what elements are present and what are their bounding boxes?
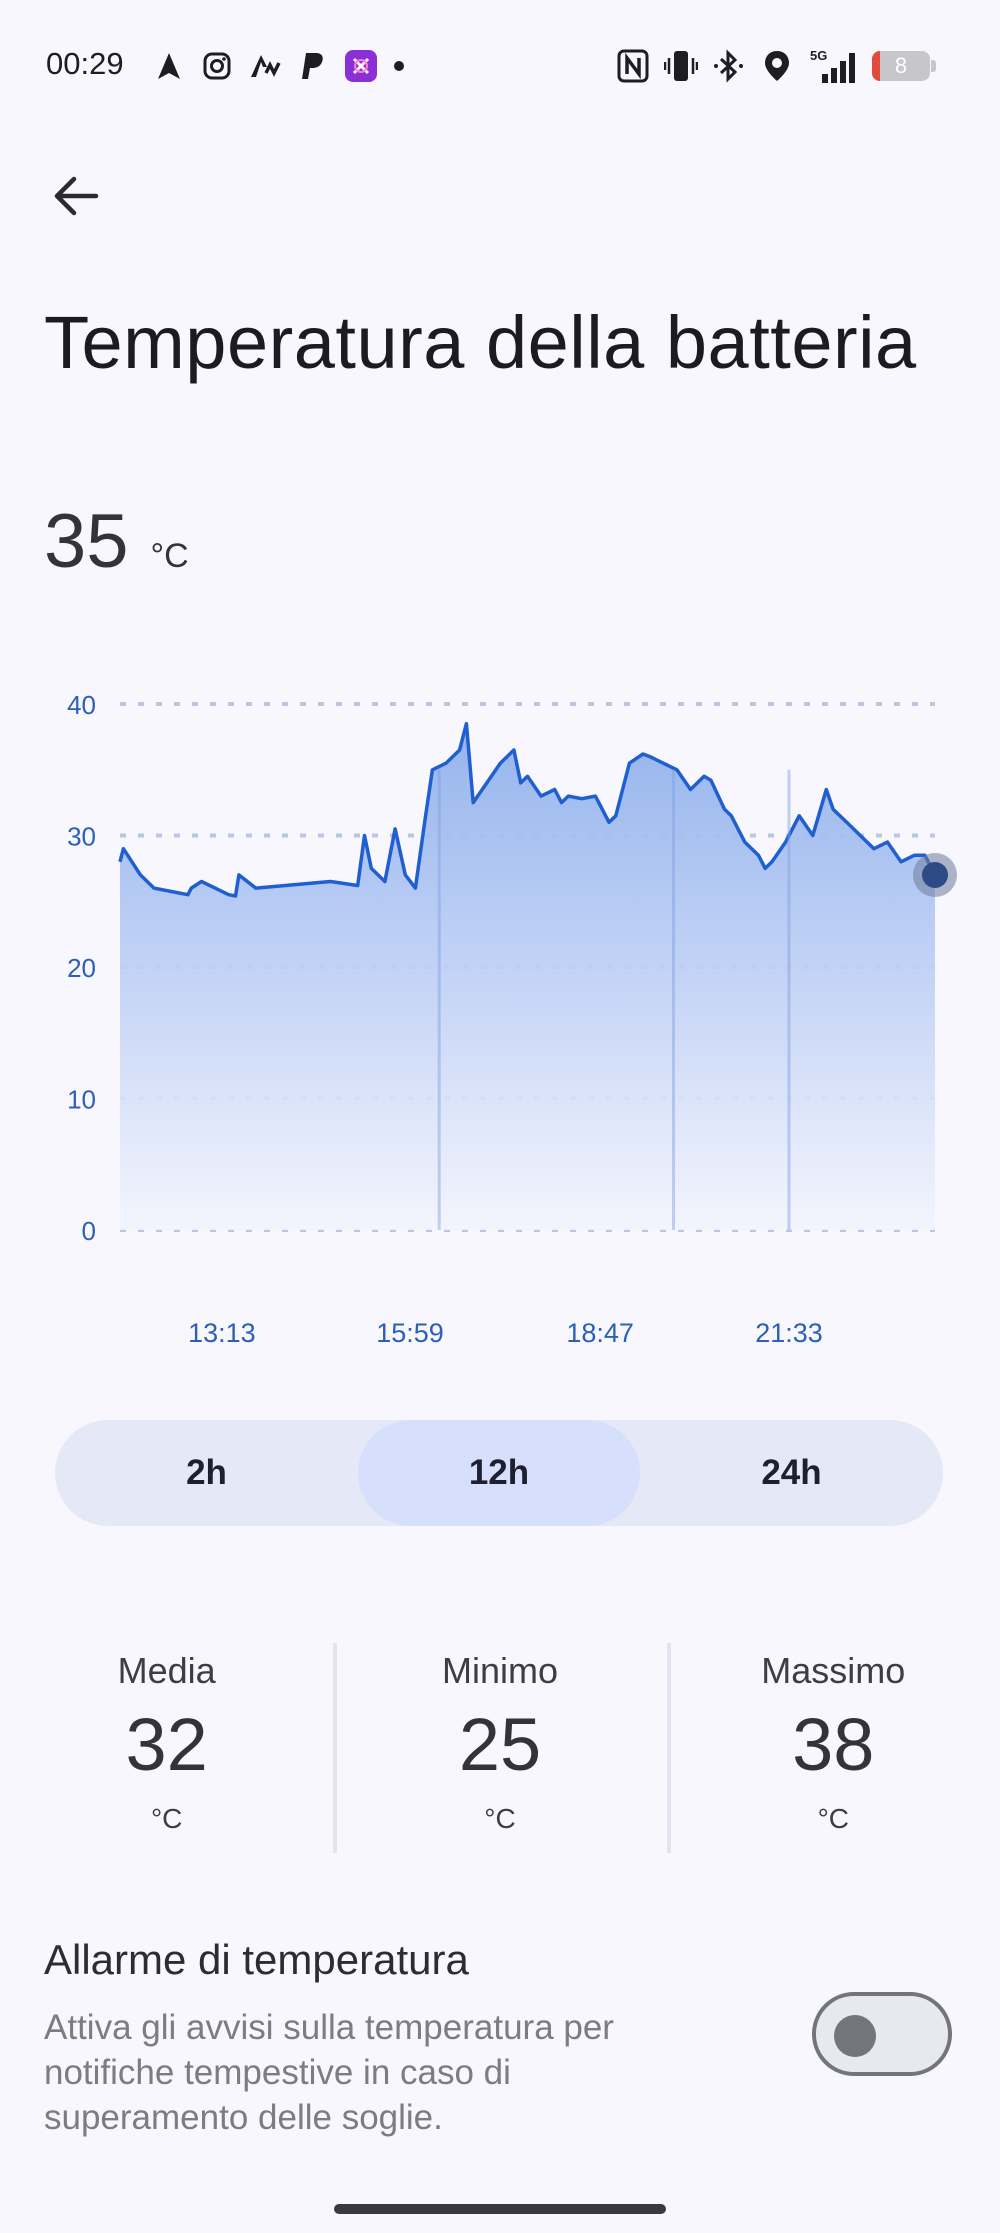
current-temperature: 35 °C [44,498,189,585]
status-bar: 00:29 5G [0,0,1000,130]
alarm-toggle[interactable] [812,1992,952,2076]
temperature-chart[interactable]: 40 30 20 10 0 13:13 15:59 18:47 21:33 [0,670,1000,1370]
battery-level: 8 [894,53,908,78]
stat-label: Massimo [761,1650,906,1691]
stat-unit: °C [150,1803,183,1834]
signal-5g-icon: 5G [808,48,858,83]
instagram-icon [200,49,234,83]
x-tick-label: 21:33 [755,1318,823,1348]
series-line [118,721,937,898]
y-tick-label: 20 [67,953,96,983]
page-title: Temperatura della batteria [44,301,917,384]
stat-value: 32 [125,1703,208,1786]
bluetooth-icon [712,49,746,83]
range-option-24h[interactable]: 24h [761,1453,822,1492]
y-tick-label: 40 [67,690,96,720]
alarm-title: Allarme di temperatura [44,1936,469,1983]
y-tick-label: 10 [67,1085,96,1115]
arrow-left-icon [54,176,99,216]
stat-unit: °C [817,1803,850,1834]
dot-icon [392,49,406,83]
chart-area [118,721,957,1230]
vibrate-icon [664,49,698,83]
home-indicator [334,2204,666,2214]
nfc-icon [616,49,650,83]
back-button[interactable] [40,160,112,232]
status-left-icons [152,46,406,86]
range-option-2h[interactable]: 2h [186,1453,227,1492]
chart-y-axis: 40 30 20 10 0 [67,690,96,1246]
range-option-12h[interactable]: 12h [358,1420,640,1526]
current-temperature-unit: °C [150,537,189,575]
x-tick-label: 18:47 [566,1318,634,1348]
stat-minimum: Minimo 25 °C [333,1640,666,1853]
stat-value: 25 [458,1703,542,1786]
toggle-knob [834,2015,876,2057]
stat-average: Media 32 °C [0,1640,333,1850]
y-tick-label: 0 [82,1216,96,1246]
stats-row: Media 32 °C Minimo 25 °C Massimo 38 °C [0,1640,1000,1853]
stat-value: 38 [792,1703,875,1786]
y-tick-label: 30 [67,822,96,852]
stat-label: Media [117,1650,216,1691]
current-point-marker [922,861,948,888]
navigation-arrow-icon [152,49,186,83]
area-fill [120,723,935,1230]
current-temperature-value: 35 [44,499,129,584]
x-tick-label: 13:13 [188,1318,256,1348]
stat-unit: °C [484,1803,516,1834]
status-right-icons: 5G 8 [616,46,936,86]
network-label: 5G [810,48,827,63]
strava-icon [248,49,282,83]
app-icon [344,49,378,83]
battery-icon: 8 [872,51,936,81]
chart-x-axis: 13:13 15:59 18:47 21:33 [188,1318,823,1348]
range-selector: 2h 12h 24h [55,1420,943,1526]
location-icon [760,49,794,83]
alarm-description: Attiva gli avvisi sulla temperatura per … [44,2008,614,2137]
stat-label: Minimo [441,1650,558,1691]
status-time: 00:29 [46,46,124,81]
x-tick-label: 15:59 [376,1318,444,1348]
paypal-icon [296,49,330,83]
stat-maximum: Massimo 38 °C [666,1640,1000,1853]
